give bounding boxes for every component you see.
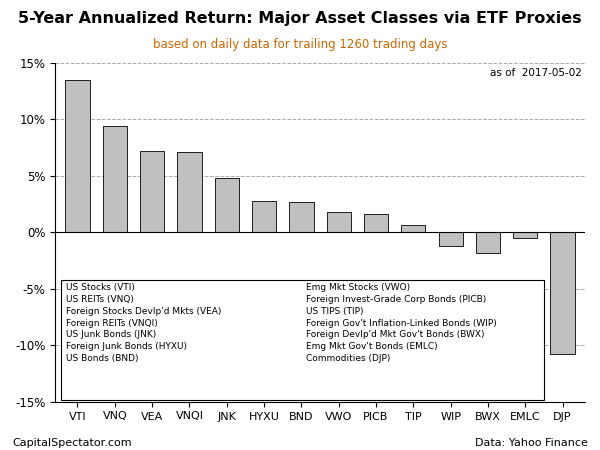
Text: based on daily data for trailing 1260 trading days: based on daily data for trailing 1260 tr… — [153, 38, 447, 51]
Bar — [513, 232, 538, 238]
Bar — [178, 152, 202, 232]
Text: 5-Year Annualized Return: Major Asset Classes via ETF Proxies: 5-Year Annualized Return: Major Asset Cl… — [18, 11, 582, 26]
Bar — [103, 126, 127, 232]
Bar — [215, 178, 239, 232]
Bar — [364, 214, 388, 232]
Bar — [252, 201, 276, 232]
Bar — [401, 225, 425, 232]
Bar — [326, 212, 351, 232]
Text: US Stocks (VTI)
US REITs (VNQ)
Foreign Stocks Devlp'd Mkts (VEA)
Foreign REITs (: US Stocks (VTI) US REITs (VNQ) Foreign S… — [66, 283, 221, 363]
Bar — [289, 202, 314, 232]
Text: Data: Yahoo Finance: Data: Yahoo Finance — [475, 438, 588, 448]
Bar — [140, 151, 164, 232]
Bar — [61, 280, 544, 400]
Bar — [476, 232, 500, 252]
Bar — [439, 232, 463, 246]
Text: Emg Mkt Stocks (VWO)
Foreign Invest-Grade Corp Bonds (PICB)
US TIPS (TIP)
Foreig: Emg Mkt Stocks (VWO) Foreign Invest-Grad… — [306, 283, 497, 363]
Bar — [65, 80, 89, 232]
Text: as of  2017-05-02: as of 2017-05-02 — [490, 68, 583, 78]
Bar — [550, 232, 575, 354]
Text: CapitalSpectator.com: CapitalSpectator.com — [12, 438, 131, 448]
